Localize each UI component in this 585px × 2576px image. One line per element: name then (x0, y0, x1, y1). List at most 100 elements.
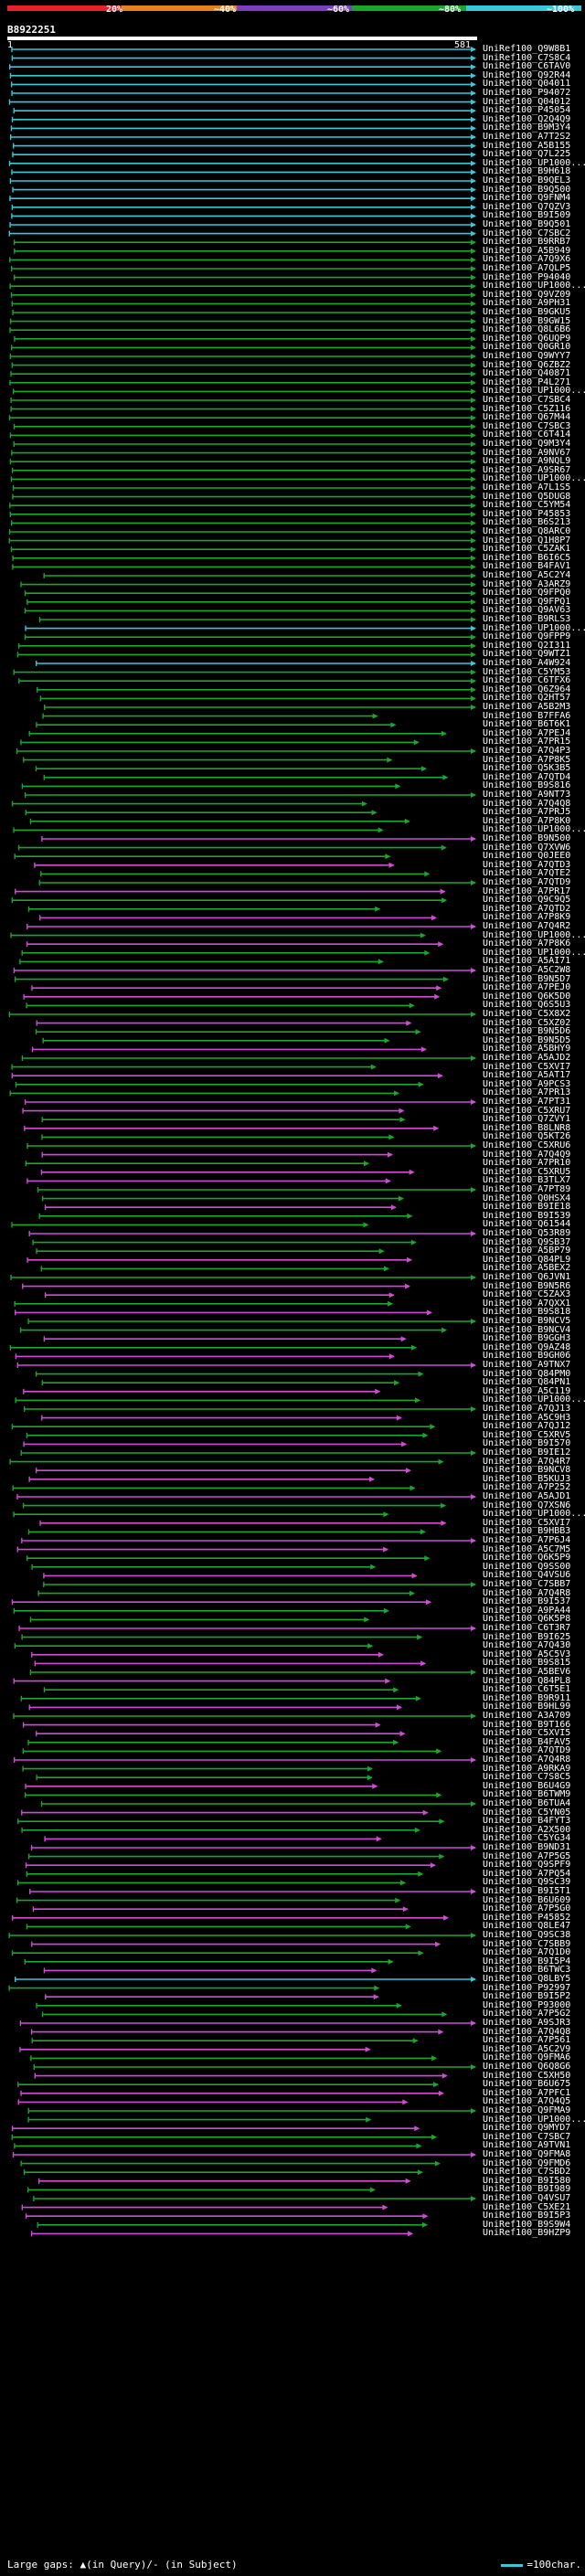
hit-label[interactable]: UniRef100_A9NQL9 (483, 456, 571, 467)
hit-label[interactable]: UniRef100_C7SBB9 (483, 1938, 571, 1949)
hit-label[interactable]: UniRef100_A7Q4Q5 (483, 2096, 571, 2107)
hit-label[interactable]: UniRef100_Q9FMA9 (483, 2105, 571, 2115)
hit-label[interactable]: UniRef100_B9N5D6 (483, 1026, 571, 1037)
hit-label[interactable]: UniRef100_A5BHY9 (483, 1044, 571, 1055)
hit-label[interactable]: UniRef100_A7QTD3 (483, 859, 571, 870)
hit-label[interactable]: UniRef100_Q9FPQ1 (483, 596, 571, 607)
hit-label[interactable]: UniRef100_A9PA44 (483, 1605, 571, 1616)
hit-label[interactable]: UniRef100_C6T5E1 (483, 1684, 571, 1695)
hit-label[interactable]: UniRef100_B9R911 (483, 1692, 571, 1703)
hit-label[interactable]: UniRef100_Q7ZVY1 (483, 1114, 571, 1125)
hit-label[interactable]: UniRef100_UP1000... (483, 281, 585, 292)
hit-label[interactable]: UniRef100_A7P8K5 (483, 754, 571, 765)
hit-label[interactable]: UniRef100_A9SR67 (483, 464, 571, 475)
hit-label[interactable]: UniRef100_Q9SC39 (483, 1877, 571, 1888)
hit-label[interactable]: UniRef100_B9ND31 (483, 1842, 571, 1852)
hit-label[interactable]: UniRef100_A7P8K0 (483, 815, 571, 826)
hit-label[interactable]: UniRef100_Q7XSN6 (483, 1500, 571, 1511)
hit-label[interactable]: UniRef100_C5XRU7 (483, 1105, 571, 1116)
hit-label[interactable]: UniRef100_A7QTD4 (483, 771, 571, 782)
hit-label[interactable]: UniRef100_Q61544 (483, 1219, 571, 1230)
hit-label[interactable]: UniRef100_Q7XVW6 (483, 842, 571, 853)
hit-label[interactable]: UniRef100_A7PQ54 (483, 1868, 571, 1879)
hit-label[interactable]: UniRef100_B9GW15 (483, 315, 571, 326)
hit-label[interactable]: UniRef100_C5XRU6 (483, 1140, 571, 1150)
hit-label[interactable]: UniRef100_A7P5G5 (483, 1850, 571, 1861)
hit-label[interactable]: UniRef100_Q7QZV3 (483, 201, 571, 212)
hit-label[interactable]: UniRef100_Q0GR10 (483, 342, 571, 353)
hit-label[interactable]: UniRef100_Q92R44 (483, 69, 571, 80)
hit-label[interactable]: UniRef100_C5XZ02 (483, 1017, 571, 1028)
hit-label[interactable]: UniRef100_C5ZAX3 (483, 1289, 571, 1300)
hit-label[interactable]: UniRef100_B9IE12 (483, 1447, 571, 1458)
hit-label[interactable]: UniRef100_Q9SPF9 (483, 1860, 571, 1871)
hit-label[interactable]: UniRef100_Q9WTZ1 (483, 649, 571, 660)
hit-label[interactable]: UniRef100_Q6K5P9 (483, 1553, 571, 1564)
hit-label[interactable]: UniRef100_A7Q4R8 (483, 1754, 571, 1765)
hit-label[interactable]: UniRef100_Q67M44 (483, 412, 571, 423)
hit-label[interactable]: UniRef100_A5BP79 (483, 1246, 571, 1256)
hit-label[interactable]: UniRef100_Q9FPP9 (483, 631, 571, 642)
hit-label[interactable]: UniRef100_B9HZP9 (483, 2228, 571, 2239)
hit-label[interactable]: UniRef100_A5AJD2 (483, 1053, 571, 1063)
hit-label[interactable]: UniRef100_A7P561 (483, 2035, 571, 2046)
hit-label[interactable]: UniRef100_B6TWC3 (483, 1965, 571, 1976)
hit-label[interactable]: UniRef100_C5XH50 (483, 2070, 571, 2081)
hit-label[interactable]: UniRef100_B9GKU5 (483, 307, 571, 317)
hit-label[interactable]: UniRef100_B9Q501 (483, 219, 571, 229)
hit-label[interactable]: UniRef100_A7PT31 (483, 1097, 571, 1107)
hit-label[interactable]: UniRef100_B9S9W4 (483, 2219, 571, 2230)
hit-label[interactable]: UniRef100_A7PEJ4 (483, 727, 571, 738)
hit-label[interactable]: UniRef100_A7PR10 (483, 1158, 571, 1169)
hit-label[interactable]: UniRef100_A7Q4R7 (483, 1456, 571, 1467)
hit-label[interactable]: UniRef100_C6TFX6 (483, 675, 571, 686)
hit-label[interactable]: UniRef100_A7QTD9 (483, 877, 571, 887)
hit-label[interactable]: UniRef100_Q84PN1 (483, 1377, 571, 1388)
hit-label[interactable]: UniRef100_A7PR17 (483, 885, 571, 896)
hit-label[interactable]: UniRef100_B9NCV4 (483, 1324, 571, 1335)
hit-label[interactable]: UniRef100_A5AI71 (483, 956, 571, 967)
hit-label[interactable]: UniRef100_Q9AZ48 (483, 1341, 571, 1352)
hit-label[interactable]: UniRef100_Q9VZ09 (483, 289, 571, 300)
hit-label[interactable]: UniRef100_UP1000... (483, 1509, 585, 1520)
hit-label[interactable]: UniRef100_C5YM53 (483, 666, 571, 677)
hit-label[interactable]: UniRef100_B4FAV5 (483, 1736, 571, 1747)
hit-label[interactable]: UniRef100_Q6JVN1 (483, 1272, 571, 1282)
hit-label[interactable]: UniRef100_Q6S5U3 (483, 1000, 571, 1011)
hit-label[interactable]: UniRef100_Q2HT57 (483, 693, 571, 704)
hit-label[interactable]: UniRef100_Q9MYD7 (483, 2123, 571, 2134)
hit-label[interactable]: UniRef100_A5C9H3 (483, 1412, 571, 1423)
hit-label[interactable]: UniRef100_Q9FMA6 (483, 2052, 571, 2063)
hit-label[interactable]: UniRef100_A7T2S2 (483, 132, 571, 142)
hit-label[interactable]: UniRef100_B9I537 (483, 1596, 571, 1607)
hit-label[interactable]: UniRef100_A7Q4Q8 (483, 798, 571, 809)
hit-label[interactable]: UniRef100_C5XRV5 (483, 1429, 571, 1440)
hit-label[interactable]: UniRef100_P94040 (483, 271, 571, 282)
hit-label[interactable]: UniRef100_B9I5P2 (483, 1991, 571, 2002)
hit-label[interactable]: UniRef100_A9TNX7 (483, 1360, 571, 1370)
hit-label[interactable]: UniRef100_B9S816 (483, 780, 571, 791)
hit-label[interactable]: UniRef100_A9SJR3 (483, 2018, 571, 2028)
hit-label[interactable]: UniRef100_Q6K5D0 (483, 991, 571, 1002)
hit-label[interactable]: UniRef100_B6S213 (483, 517, 571, 528)
hit-label[interactable]: UniRef100_B3TLX7 (483, 1175, 571, 1186)
hit-label[interactable]: UniRef100_Q7L225 (483, 149, 571, 160)
hit-label[interactable]: UniRef100_C5XE21 (483, 2201, 571, 2212)
hit-label[interactable]: UniRef100_C6T414 (483, 429, 571, 440)
hit-label[interactable]: UniRef100_Q9FMA8 (483, 2149, 571, 2159)
hit-label[interactable]: UniRef100_A7PFC1 (483, 2087, 571, 2098)
hit-label[interactable]: UniRef100_A7P252 (483, 1482, 571, 1493)
hit-label[interactable]: UniRef100_P94072 (483, 88, 571, 98)
hit-label[interactable]: UniRef100_B6U675 (483, 2079, 571, 2090)
hit-label[interactable]: UniRef100_A7P5G0 (483, 1903, 571, 1914)
hit-label[interactable]: UniRef100_Q0HSX4 (483, 1193, 571, 1203)
hit-label[interactable]: UniRef100_A3A709 (483, 1711, 571, 1721)
hit-label[interactable]: UniRef100_B9I625 (483, 1631, 571, 1642)
hit-label[interactable]: UniRef100_A5AT17 (483, 1070, 571, 1081)
hit-label[interactable]: UniRef100_Q9AV63 (483, 605, 571, 616)
hit-label[interactable]: UniRef100_C6T3R7 (483, 1623, 571, 1633)
hit-label[interactable]: UniRef100_Q0JEE0 (483, 851, 571, 862)
hit-label[interactable]: UniRef100_A7Q4Q8 (483, 2026, 571, 2037)
hit-label[interactable]: UniRef100_Q40871 (483, 368, 571, 379)
hit-label[interactable]: UniRef100_A9TVN1 (483, 2140, 571, 2151)
